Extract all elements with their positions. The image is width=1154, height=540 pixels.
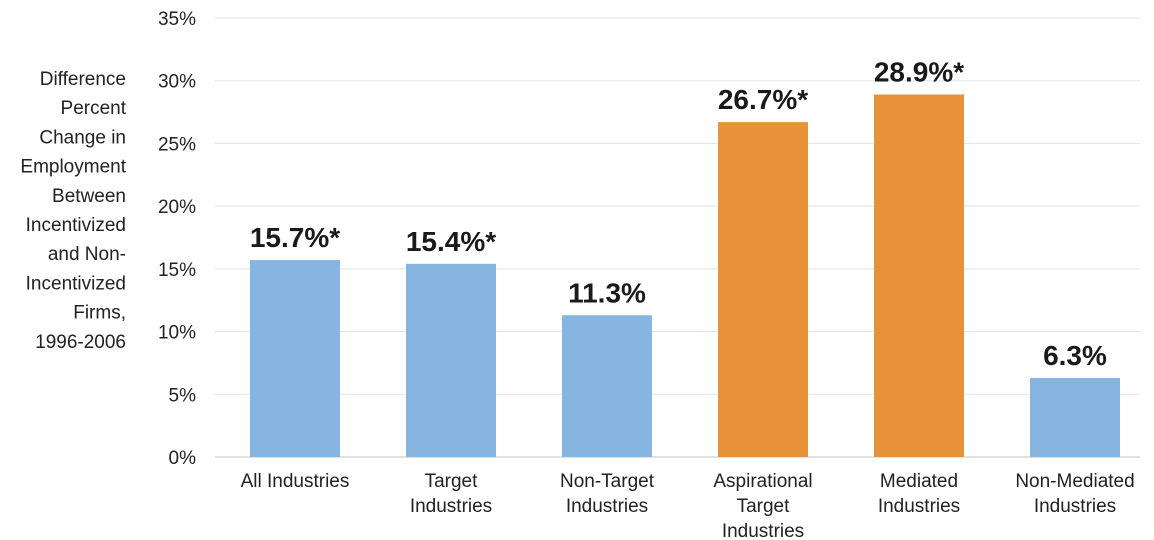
- y-axis-label-line: Employment: [20, 157, 126, 178]
- x-axis-categories: All Industries Target Industries Non-Target…: [241, 471, 1135, 540]
- data-label: 26.7%*: [718, 84, 808, 115]
- y-axis-ticks: 0% 5% 10% 15% 20% 25% 30% 35%: [158, 9, 196, 469]
- x-category-label: Non-Target: [560, 471, 655, 492]
- data-labels: 15.7%* 15.4%* 11.3% 26.7%* 28.9%* 6.3%: [250, 57, 1107, 371]
- x-category-label: Target: [425, 471, 479, 492]
- x-category-label: Industries: [878, 496, 960, 517]
- y-axis-label-line: Percent: [61, 98, 127, 119]
- y-tick-label: 20%: [158, 197, 196, 218]
- data-label: 28.9%*: [874, 57, 964, 88]
- x-category-label: Industries: [722, 521, 804, 540]
- y-tick-label: 30%: [158, 72, 196, 93]
- y-axis-label-line: Incentivized: [26, 273, 126, 294]
- y-axis-label-line: Difference: [40, 69, 126, 90]
- bar: [250, 260, 340, 457]
- x-category-label: Industries: [1034, 496, 1116, 517]
- y-axis-label-line: 1996-2006: [35, 332, 126, 353]
- bar: [406, 263, 496, 457]
- x-category-label: Non-Mediated: [1015, 471, 1134, 492]
- y-axis-label-line: Between: [52, 186, 126, 207]
- y-tick-label: 5%: [169, 385, 197, 406]
- bar: [874, 94, 964, 458]
- y-tick-label: 35%: [158, 9, 196, 30]
- x-category-label: Mediated: [880, 471, 958, 492]
- y-axis-label-line: and Non-: [48, 244, 126, 265]
- y-tick-label: 15%: [158, 260, 196, 281]
- y-tick-label: 10%: [158, 323, 196, 344]
- gridlines: [215, 17, 1140, 458]
- x-category-label: All Industries: [241, 471, 350, 492]
- y-axis-label-line: Incentivized: [26, 215, 126, 236]
- bar: [718, 122, 808, 457]
- data-label: 6.3%: [1043, 340, 1107, 371]
- y-axis-label: Difference Percent Change in Employment Betw…: [20, 69, 126, 353]
- bar: [562, 315, 652, 457]
- x-category-label: Industries: [566, 496, 648, 517]
- data-label: 15.7%*: [250, 222, 340, 253]
- x-category-label: Industries: [410, 496, 492, 517]
- x-category-label: Aspirational: [713, 471, 812, 492]
- y-tick-label: 25%: [158, 134, 196, 155]
- y-axis-label-line: Change in: [39, 127, 126, 148]
- x-category-label: Target: [737, 496, 791, 517]
- data-label: 15.4%*: [406, 226, 496, 257]
- y-axis-label-line: Firms,: [73, 303, 126, 324]
- bars: [250, 94, 1120, 458]
- bar: [1030, 377, 1120, 457]
- y-tick-label: 0%: [169, 448, 197, 469]
- data-label: 11.3%: [568, 277, 646, 308]
